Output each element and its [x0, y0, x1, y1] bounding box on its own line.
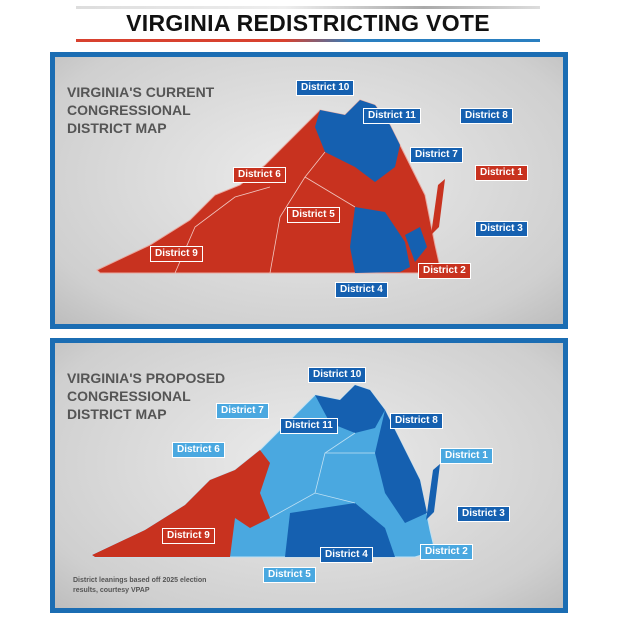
title-underline — [76, 39, 540, 42]
district-label-10: District 10 — [296, 80, 355, 96]
district-label-6: District 6 — [233, 167, 286, 183]
district-3-region — [405, 227, 427, 262]
district-label-10: District 10 — [308, 367, 367, 383]
district-label-5: District 5 — [287, 207, 340, 223]
district-label-1: District 1 — [475, 165, 528, 181]
district-label-8: District 8 — [460, 108, 513, 124]
district-label-7: District 7 — [410, 147, 463, 163]
district-label-2: District 2 — [418, 263, 471, 279]
district-label-9: District 9 — [150, 246, 203, 262]
district-4-region — [350, 207, 410, 273]
current-map-title: VIRGINIA'S CURRENT CONGRESSIONAL DISTRIC… — [67, 84, 215, 136]
district-9-region — [92, 450, 270, 557]
district-label-1: District 1 — [440, 448, 493, 464]
proposed-map-title: VIRGINIA'S PROPOSED CONGRESSIONAL DISTRI… — [67, 370, 226, 422]
district-8-1-3-region — [375, 410, 427, 523]
current-map-panel: VIRGINIA'S CURRENT CONGRESSIONAL DISTRIC… — [50, 52, 568, 329]
district-label-4: District 4 — [335, 282, 388, 298]
district-label-3: District 3 — [457, 506, 510, 522]
district-label-6: District 6 — [172, 442, 225, 458]
eastern-shore — [426, 464, 440, 520]
district-label-3: District 3 — [475, 221, 528, 237]
district-label-4: District 4 — [320, 547, 373, 563]
title-top-rule — [76, 6, 540, 9]
district-label-8: District 8 — [390, 413, 443, 429]
page-title: VIRGINIA REDISTRICTING VOTE — [126, 10, 490, 36]
proposed-map-panel: VIRGINIA'S PROPOSED CONGRESSIONAL DISTRI… — [50, 338, 568, 613]
district-label-9: District 9 — [162, 528, 215, 544]
district-label-7: District 7 — [216, 403, 269, 419]
district-4-region — [285, 503, 395, 557]
district-label-11: District 11 — [363, 108, 421, 124]
eastern-shore — [431, 179, 445, 235]
source-note: District leanings based off 2025 electio… — [73, 577, 207, 594]
district-label-11: District 11 — [280, 418, 338, 434]
district-label-2: District 2 — [420, 544, 473, 560]
district-label-5: District 5 — [263, 567, 316, 583]
